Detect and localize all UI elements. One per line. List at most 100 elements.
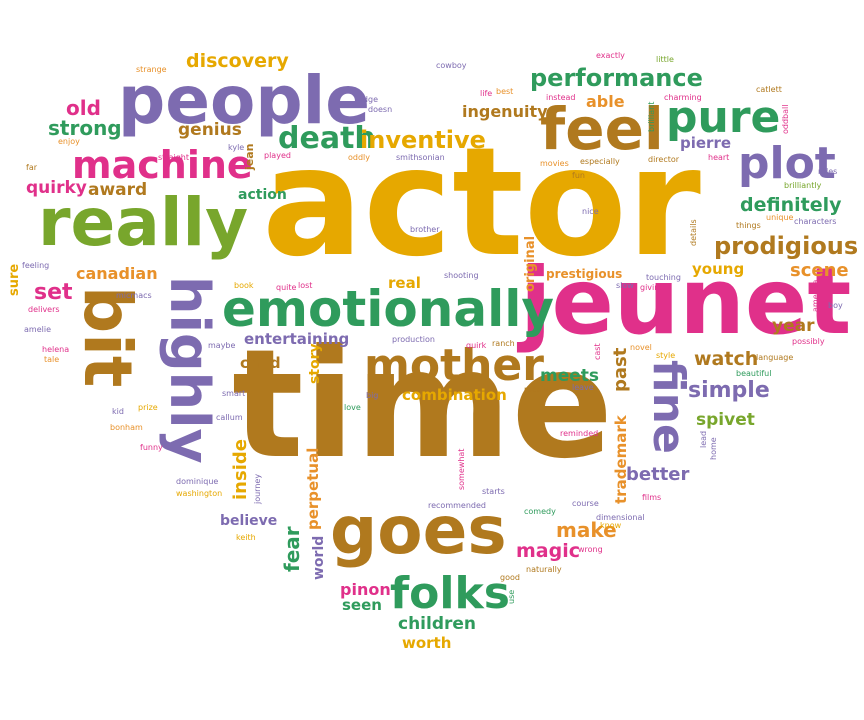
word-roles: roles (818, 167, 838, 176)
word-inventive: inventive (360, 126, 486, 154)
word-dominique: dominique (176, 477, 219, 486)
word-smart: smart (222, 389, 246, 398)
word-things: things (736, 221, 761, 230)
word-young: young (692, 260, 745, 278)
word-strong: strong (48, 116, 122, 140)
word-wrong: wrong (578, 545, 603, 554)
word-simple: simple (688, 378, 770, 403)
word-ranch: ranch (492, 339, 515, 348)
word-america: america (811, 279, 820, 312)
word-highly: highly (158, 276, 221, 464)
word-pierre: pierre (680, 134, 732, 152)
word-nice: nice (582, 207, 599, 216)
word-played: played (264, 151, 291, 160)
word-oddly: oddly (348, 153, 371, 162)
word-helena: helena (42, 345, 70, 354)
word-able: able (586, 92, 625, 111)
word-callum: callum (216, 413, 243, 422)
word-children: children (398, 614, 477, 634)
word-emotionally: emotionally (222, 280, 554, 338)
word-action: action (238, 187, 287, 203)
word-films: films (642, 493, 662, 502)
word-pure: pure (666, 92, 781, 143)
word-jeunet: jeunet (520, 248, 852, 355)
word-maybe: maybe (208, 341, 236, 350)
word-award: award (88, 180, 148, 200)
word-entertaining: entertaining (244, 330, 350, 348)
word-brother: brother (410, 225, 440, 234)
word-quirk: quirk (466, 341, 487, 350)
word-goes: goes (330, 492, 507, 569)
word-life: life (480, 89, 493, 98)
word-catlett: catlett (756, 85, 782, 94)
word-exactly: exactly (596, 51, 625, 60)
word-beautiful: beautiful (736, 369, 772, 378)
word-shooting: shooting (444, 271, 479, 280)
word-style: style (656, 351, 676, 360)
word-plot: plot (738, 138, 836, 189)
word-cast: cast (593, 343, 602, 360)
word-quirky: quirky (26, 178, 87, 198)
word-doesn: doesn (368, 105, 393, 114)
word-use: use (507, 589, 516, 604)
word-feel: feel (540, 95, 664, 163)
word-jean: jean (243, 143, 256, 171)
word-perpetual: perpetual (304, 447, 322, 530)
word-somewhat: somewhat (457, 448, 466, 490)
word-definitely: definitely (740, 194, 842, 216)
word-scene: scene (790, 260, 849, 281)
word-mother: mother (364, 340, 544, 391)
word-delivers: delivers (28, 305, 60, 314)
word-little: little (656, 55, 674, 64)
word-time: time (232, 318, 614, 492)
word-feeling: feeling (22, 261, 50, 270)
word-big: big (366, 391, 379, 400)
word-slow: slow (616, 281, 634, 290)
word-strange: strange (136, 65, 167, 74)
word-bonham: bonham (110, 423, 143, 432)
word-world: world (311, 535, 327, 580)
word-boy: boy (828, 301, 843, 310)
word-director: director (648, 155, 680, 164)
word-past: past (610, 347, 631, 392)
word-tale: tale (44, 355, 60, 364)
word-death: death (278, 121, 376, 156)
word-combination: combination (402, 386, 507, 404)
word-meets: meets (540, 366, 600, 386)
word-actor: actor (262, 116, 701, 290)
word-performance: performance (530, 64, 703, 92)
word-straight: straight (158, 153, 190, 162)
word-details: details (689, 219, 698, 246)
word-instead: instead (546, 93, 576, 102)
word-believe: believe (220, 513, 278, 529)
word-fear: fear (280, 526, 304, 572)
word-reminded: reminded (560, 429, 599, 438)
word-best: best (496, 87, 514, 96)
word-folks: folks (390, 568, 510, 619)
word-fine: fine (643, 360, 694, 454)
word-child: child (240, 354, 281, 372)
word-kid: kid (112, 407, 124, 416)
word-story: story (307, 343, 323, 384)
word-course: course (572, 499, 599, 508)
word-prestigious: prestigious (546, 267, 623, 281)
word-really: really (38, 184, 249, 261)
word-charming: charming (664, 93, 702, 102)
word-amelie: amelie (24, 325, 51, 334)
word-language: language (756, 353, 794, 362)
word-love: love (344, 403, 361, 412)
word-brilliantly: brilliantly (784, 181, 822, 190)
word-starts: starts (482, 487, 505, 496)
word-oddball: oddball (781, 104, 790, 134)
word-year: year (772, 316, 815, 336)
word-touching: touching (646, 273, 681, 282)
word-discovery: discovery (186, 50, 289, 72)
word-far: far (26, 163, 38, 172)
word-heart: heart (708, 153, 730, 162)
word-canadian: canadian (76, 264, 158, 283)
word-naturally: naturally (526, 565, 562, 574)
word-edge: edge (358, 95, 378, 104)
word-enjoy: enjoy (58, 137, 80, 146)
word-brilliant: brilliant (647, 101, 656, 132)
